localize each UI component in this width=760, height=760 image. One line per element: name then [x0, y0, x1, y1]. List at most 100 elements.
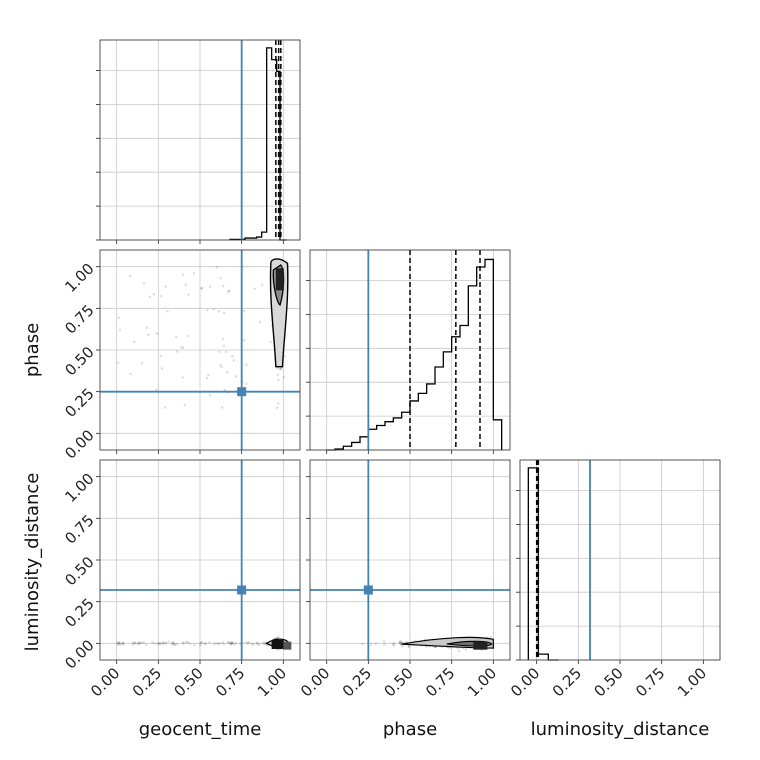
scatter-geocent_time-phase-point — [276, 373, 280, 377]
scatter-phase-luminosity_distance-xticklabel-2: 0.50 — [380, 664, 416, 700]
scatter-geocent_time-phase-point — [164, 285, 168, 288]
scatter-geocent_time-luminosity_distance-point — [221, 641, 225, 644]
xlabel-geocent-time: geocent_time — [139, 719, 262, 740]
scatter-geocent_time-phase-point — [166, 309, 169, 313]
scatter-geocent_time-luminosity_distance-point — [161, 642, 165, 645]
scatter-geocent_time-phase-point — [192, 271, 196, 275]
scatter-geocent_time-phase-point — [224, 350, 228, 354]
scatter-geocent_time-luminosity_distance-point — [213, 642, 216, 645]
scatter-geocent_time-luminosity_distance-point — [156, 641, 160, 645]
hist-luminosity_distance-xticklabel-4: 1.00 — [674, 664, 710, 700]
scatter-geocent_time-luminosity_distance-yticklabel-0: 0.00 — [61, 636, 97, 672]
scatter-geocent_time-phase-point — [180, 346, 183, 349]
panel-border — [99, 459, 301, 661]
scatter-geocent_time-phase-point — [245, 382, 248, 386]
scatter-geocent_time-phase-point — [218, 350, 221, 354]
scatter-geocent_time-luminosity_distance-point — [255, 641, 259, 645]
scatter-geocent_time-luminosity_distance-point — [131, 643, 134, 646]
scatter-geocent_time-phase-point — [207, 373, 210, 377]
scatter-phase-luminosity_distance-xticklabel-4: 1.00 — [464, 664, 500, 700]
scatter-geocent_time-luminosity_distance-point — [173, 643, 176, 646]
scatter-geocent_time-luminosity_distance-yticklabel-4: 1.00 — [61, 470, 97, 506]
scatter-geocent_time-phase-point — [219, 363, 222, 367]
scatter-geocent_time-phase-yticklabel-1: 0.25 — [61, 385, 97, 421]
scatter-geocent_time-phase-point — [227, 289, 231, 293]
scatter-geocent_time-phase-point — [232, 359, 236, 362]
scatter-geocent_time-phase-point — [226, 371, 229, 374]
scatter-geocent_time-phase-point — [118, 328, 122, 332]
scatter-geocent_time-phase-point — [221, 284, 225, 288]
ylabel-phase: phase — [22, 323, 43, 377]
scatter-geocent_time-luminosity_distance-point — [215, 642, 218, 645]
scatter-geocent_time-luminosity_distance-point — [234, 641, 238, 645]
hist-phase — [306, 249, 511, 454]
scatter-geocent_time-luminosity_distance-point — [117, 641, 120, 645]
hist-luminosity_distance-xticklabel-1: 0.25 — [549, 664, 585, 700]
scatter-geocent_time-luminosity_distance-point — [185, 640, 188, 644]
hist-geocent_time — [96, 39, 301, 244]
scatter-geocent_time-luminosity_distance-point — [172, 642, 175, 645]
scatter-geocent_time-phase-point — [222, 311, 226, 315]
panel-border — [99, 39, 301, 241]
scatter-geocent_time-phase-point — [175, 350, 179, 353]
scatter-phase-luminosity_distance-density-peak — [473, 641, 488, 650]
scatter-geocent_time-luminosity_distance-point — [118, 643, 121, 647]
scatter-geocent_time-luminosity_distance-point — [198, 644, 202, 647]
scatter-geocent_time-phase-point — [215, 265, 219, 269]
scatter-geocent_time-luminosity_distance-point — [120, 642, 123, 646]
scatter-geocent_time-phase-point — [145, 326, 149, 330]
scatter-geocent_time-luminosity_distance-point — [256, 643, 260, 647]
scatter-geocent_time-phase-point — [181, 346, 185, 349]
scatter-geocent_time-luminosity_distance-point — [161, 641, 165, 644]
scatter-geocent_time-phase-yticklabel-4: 1.00 — [61, 260, 97, 296]
scatter-geocent_time-luminosity_distance-point — [230, 641, 233, 644]
scatter-geocent_time-luminosity_distance-point — [144, 643, 148, 647]
scatter-geocent_time-phase-point — [181, 376, 185, 379]
scatter-geocent_time-luminosity_distance-point — [118, 641, 121, 645]
scatter-geocent_time-luminosity_distance-point — [262, 642, 266, 646]
scatter-phase-luminosity_distance-point — [398, 640, 402, 644]
scatter-geocent_time-phase-point — [181, 273, 185, 276]
scatter-geocent_time-phase-point — [200, 286, 204, 290]
scatter-phase-luminosity_distance-xticklabel-3: 0.75 — [422, 664, 458, 700]
scatter-phase-luminosity_distance-point — [464, 647, 468, 651]
hist-luminosity_distance-xticklabel-2: 0.50 — [590, 664, 626, 700]
scatter-geocent_time-phase-point — [279, 366, 283, 370]
scatter-geocent_time-luminosity_distance-point — [133, 642, 137, 645]
scatter-geocent_time-phase-point — [132, 340, 136, 343]
scatter-geocent_time-phase-point — [277, 378, 280, 382]
scatter-phase-luminosity_distance-point — [392, 641, 396, 645]
scatter-phase-luminosity_distance-point — [391, 643, 395, 647]
scatter-geocent_time-phase-point — [227, 289, 230, 293]
scatter-geocent_time-luminosity_distance-point — [115, 641, 119, 645]
scatter-geocent_time-luminosity_distance-point — [261, 641, 265, 645]
scatter-geocent_time-luminosity_distance-point — [157, 642, 160, 646]
scatter-geocent_time-luminosity_distance-point — [122, 642, 125, 645]
scatter-geocent_time-luminosity_distance-xticklabel-2: 0.50 — [170, 664, 206, 700]
scatter-geocent_time-luminosity_distance-point — [230, 642, 234, 645]
scatter-geocent_time-phase: 0.00 0.25 0.50 0.75 1.00 — [61, 249, 301, 463]
scatter-geocent_time-luminosity_distance-point — [193, 643, 196, 647]
scatter-geocent_time-phase-point — [219, 276, 222, 280]
scatter-geocent_time-phase-point — [152, 293, 156, 296]
panel-border — [519, 459, 721, 661]
scatter-geocent_time-luminosity_distance-point — [164, 641, 168, 645]
scatter-phase-luminosity_distance: 0.00 0.25 0.50 0.75 1.00 — [297, 459, 511, 700]
scatter-geocent_time-phase-point — [117, 316, 121, 319]
scatter-geocent_time-luminosity_distance-point — [231, 641, 234, 644]
scatter-geocent_time-phase-plot-area — [100, 250, 300, 450]
scatter-geocent_time-phase-point — [160, 367, 164, 370]
scatter-geocent_time-luminosity_distance-truth-marker — [237, 585, 247, 595]
scatter-phase-luminosity_distance-point — [489, 635, 493, 639]
scatter-geocent_time-phase-point — [220, 406, 224, 409]
scatter-geocent_time-luminosity_distance-point — [163, 641, 166, 645]
scatter-geocent_time-phase-point — [184, 283, 188, 286]
scatter-geocent_time-phase-point — [242, 339, 246, 342]
scatter-geocent_time-phase-point — [253, 287, 256, 291]
scatter-geocent_time-luminosity_distance-point — [182, 642, 185, 645]
scatter-geocent_time-luminosity_distance-point — [158, 642, 162, 645]
scatter-geocent_time-phase-point — [217, 309, 221, 313]
scatter-phase-luminosity_distance-point — [400, 641, 404, 644]
scatter-geocent_time-luminosity_distance-point — [255, 641, 259, 645]
